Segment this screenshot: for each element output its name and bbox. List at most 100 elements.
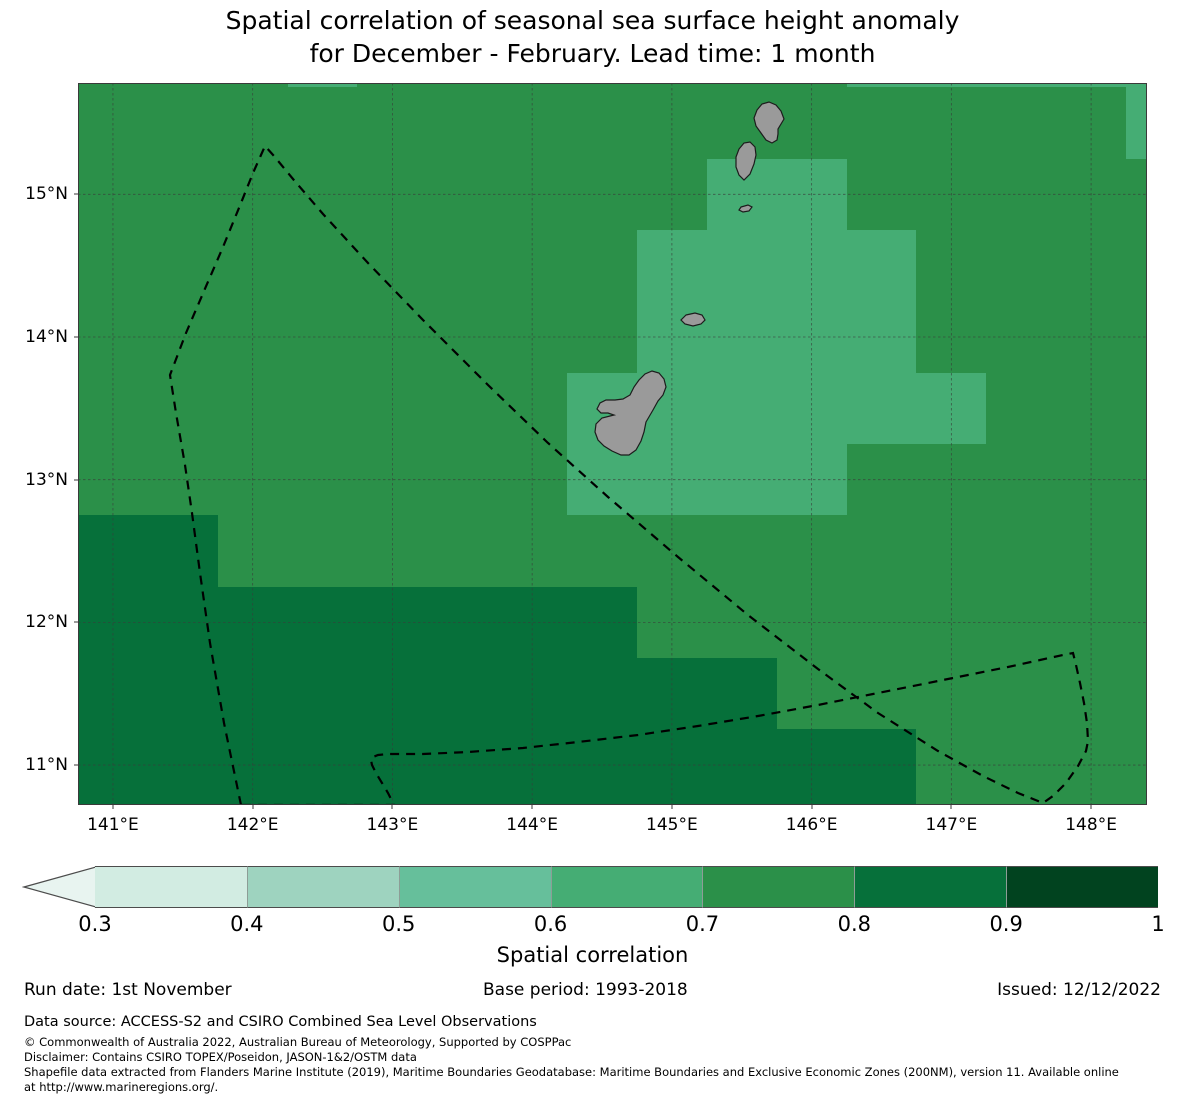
- heatmap-cell: [147, 372, 219, 445]
- x-axis-tick-label: 141°E: [87, 815, 139, 835]
- heatmap-cell: [1056, 586, 1127, 659]
- heatmap-cell: [78, 515, 149, 588]
- heatmap-cell: [357, 301, 428, 374]
- base-period-label: Base period: 1993-2018: [483, 980, 688, 1000]
- heatmap-cell: [776, 158, 848, 231]
- colorbar-tick-label: 0.4: [230, 912, 264, 936]
- heatmap-cell: [427, 586, 498, 659]
- heatmap-cell: [916, 729, 987, 805]
- heatmap-cell: [147, 229, 219, 302]
- y-axis-tick-label: 13°N: [25, 469, 68, 490]
- heatmap-cell: [357, 515, 428, 588]
- heatmap-cell: [636, 158, 708, 231]
- heatmap-cell: [287, 229, 359, 302]
- footnote-copyright: © Commonwealth of Australia 2022, Austra…: [24, 1035, 572, 1049]
- x-axis-tick-label: 142°E: [226, 815, 279, 835]
- heatmap-cell: [1056, 729, 1127, 805]
- heatmap-cell: [986, 372, 1057, 445]
- heatmap-cell: [846, 444, 918, 516]
- x-axis-tick-label: 145°E: [646, 815, 698, 835]
- heatmap-cell: [846, 301, 918, 374]
- heatmap-cell: [217, 372, 289, 445]
- heatmap-cell: [706, 658, 778, 730]
- heatmap-cell: [986, 729, 1057, 805]
- heatmap-cell: [357, 158, 428, 231]
- x-axis-tick-mark: [1090, 805, 1092, 809]
- heatmap-cell: [1056, 658, 1127, 730]
- colorbar-band: [1006, 866, 1158, 908]
- heatmap-cell: [636, 515, 708, 588]
- heatmap-cell: [357, 729, 428, 805]
- heatmap-cell: [217, 729, 289, 805]
- y-axis-tick-mark: [74, 479, 78, 481]
- colorbar[interactable]: Spatial correlation 0.3 0.4 0.5 0.6 0.7 0.8 0.…: [0, 866, 1185, 967]
- heatmap-cell: [706, 87, 778, 160]
- heatmap-cell: [78, 658, 149, 730]
- meta-row: Run date: 1st November Base period: 1993…: [0, 980, 1185, 1006]
- heatmap-cell: [497, 586, 568, 659]
- x-axis-tick-label: 146°E: [785, 815, 838, 835]
- x-axis-tick-mark: [811, 805, 813, 809]
- heatmap-cell: [78, 87, 149, 160]
- heatmap-cell: [357, 658, 428, 730]
- heatmap-cell: [287, 444, 359, 516]
- heatmap-cell: [497, 301, 568, 374]
- heatmap-cell: [217, 444, 289, 516]
- heatmap-cell: [706, 301, 778, 374]
- heatmap-cell: [357, 586, 428, 659]
- heatmap-cell: [636, 372, 708, 445]
- heatmap-cell: [1126, 229, 1147, 302]
- heatmap-cell: [776, 729, 848, 805]
- colorbar-tick-label: 0.7: [685, 912, 720, 936]
- heatmap-cell: [1056, 301, 1127, 374]
- heatmap-cell: [357, 444, 428, 516]
- heatmap-cell: [916, 87, 987, 160]
- heatmap-cell: [1126, 372, 1147, 445]
- heatmap-cell: [916, 586, 987, 659]
- heatmap-cell: [986, 229, 1057, 302]
- y-axis-tick-label: 14°N: [25, 326, 68, 347]
- heatmap-cell: [706, 729, 778, 805]
- heatmap-cell: [986, 83, 1057, 88]
- heatmap-cell: [776, 658, 848, 730]
- heatmap-cell: [567, 83, 638, 88]
- heatmap-cell: [78, 729, 149, 805]
- heatmap-cell: [497, 229, 568, 302]
- heatmap-cell: [147, 83, 219, 88]
- heatmap-cell: [567, 586, 638, 659]
- colorbar-band: [854, 866, 1007, 908]
- heatmap-cell: [986, 158, 1057, 231]
- heatmap-cell: [916, 229, 987, 302]
- footnote-shapefile: Shapefile data extracted from Flanders M…: [24, 1065, 1174, 1095]
- heatmap-cell: [846, 158, 918, 231]
- heatmap-cell: [427, 301, 498, 374]
- heatmap-cell: [1056, 372, 1127, 445]
- heatmap-cell: [497, 372, 568, 445]
- heatmap-cell: [427, 158, 498, 231]
- heatmap-cell: [217, 658, 289, 730]
- issued-date-label: Issued: 12/12/2022: [997, 980, 1161, 1000]
- heatmap-cell: [357, 229, 428, 302]
- heatmap-cell: [1056, 158, 1127, 231]
- footnotes: Data source: ACCESS-S2 and CSIRO Combine…: [24, 1013, 1174, 1095]
- heatmap-cell: [776, 586, 848, 659]
- colorbar-band: [550, 866, 703, 908]
- correlation-map[interactable]: [78, 83, 1147, 805]
- page-title-line-1: Spatial correlation of seasonal sea surf…: [225, 6, 960, 35]
- footnote-shapefile-line-1: Shapefile data extracted from Flanders M…: [24, 1065, 1119, 1079]
- heatmap-cell: [287, 372, 359, 445]
- heatmap-cell: [636, 444, 708, 516]
- heatmap-cell: [287, 158, 359, 231]
- heatmap-cell: [1056, 87, 1127, 160]
- heatmap-cell: [497, 158, 568, 231]
- page-title: Spatial correlation of seasonal sea surf…: [0, 4, 1185, 70]
- heatmap-cell: [147, 158, 219, 231]
- heatmap-cell: [846, 372, 918, 445]
- heatmap-cell: [78, 229, 149, 302]
- heatmap-cell: [287, 515, 359, 588]
- heatmap-cell: [427, 83, 498, 88]
- footnote-disclaimer: Disclaimer: Contains CSIRO TOPEX/Poseido…: [24, 1050, 417, 1064]
- heatmap-cell: [1126, 444, 1147, 516]
- heatmap-cell: [567, 158, 638, 231]
- heatmap-cell: [497, 658, 568, 730]
